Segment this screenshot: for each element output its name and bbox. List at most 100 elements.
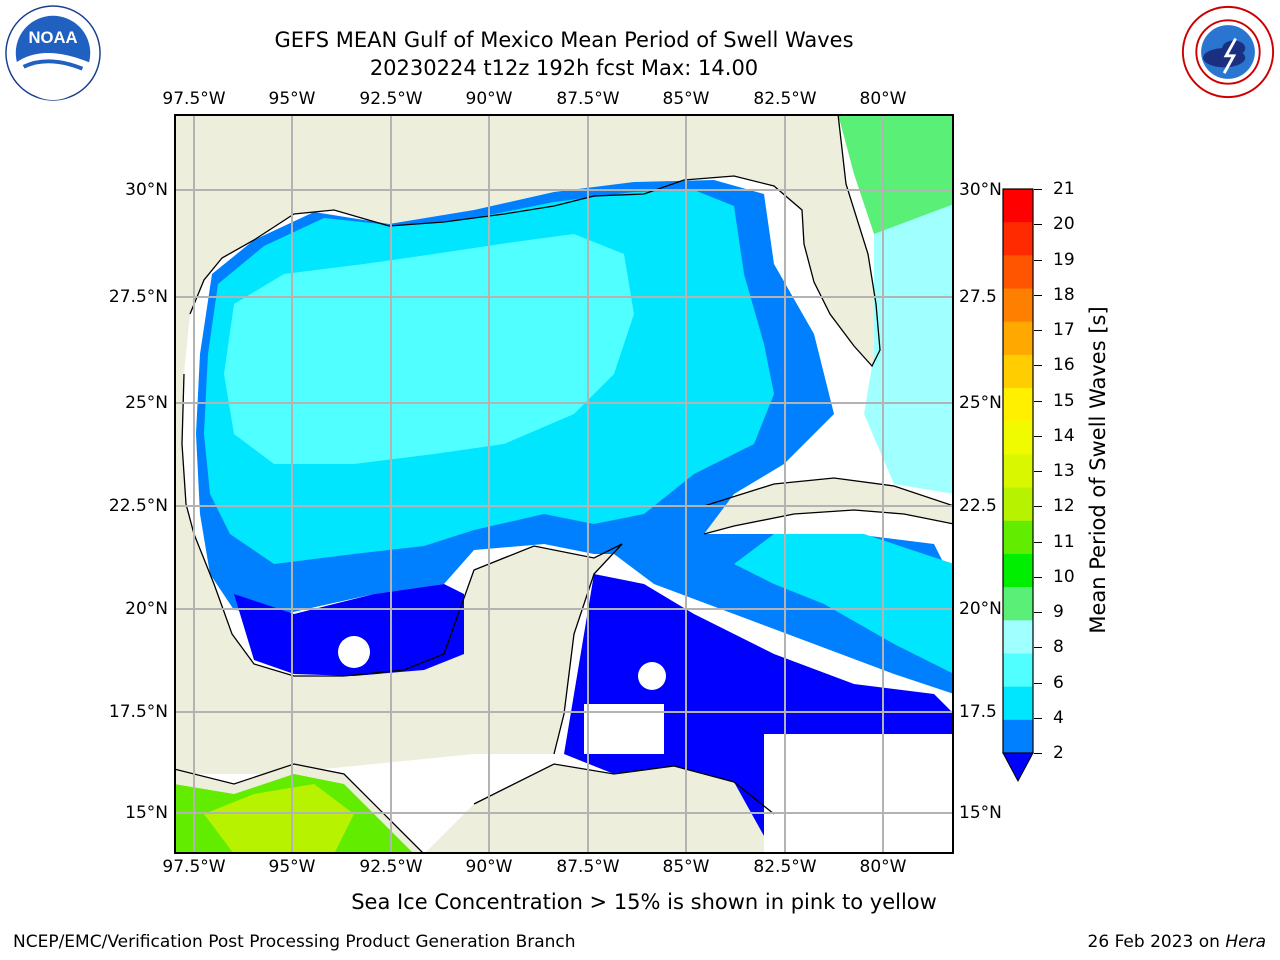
colorbar-tick [1034, 541, 1042, 543]
swell-atlantic-light [864, 204, 954, 494]
no-data-patch [638, 662, 666, 690]
noaa-logo-text: NOAA [28, 28, 77, 47]
colorbar-tick-label: 14 [1053, 425, 1075, 446]
sea-ice-note: Sea Ice Concentration > 15% is shown in … [351, 890, 937, 914]
colorbar-tick [1034, 753, 1042, 754]
colorbar-segment [1003, 388, 1033, 422]
colorbar-segment [1003, 454, 1033, 489]
colorbar-tick [1034, 647, 1042, 649]
land-florida [774, 114, 880, 366]
coastline [174, 763, 775, 854]
lon-label-bottom: 95°W [268, 857, 316, 877]
lon-label-top: 90°W [465, 89, 513, 109]
colorbar-tick-label: 12 [1053, 496, 1075, 517]
colorbar-segment [1003, 553, 1033, 588]
footer-date-text: 26 Feb 2023 on [1087, 932, 1220, 952]
lat-label-left: 15°N [125, 803, 168, 823]
coastline [703, 477, 954, 535]
map-title: GEFS MEAN Gulf of Mexico Mean Period of … [274, 28, 854, 52]
colorbar [1002, 188, 1034, 783]
colorbar-tick [1034, 506, 1042, 508]
colorbar-tick-label: 20 [1053, 214, 1075, 235]
swell-band-6-8s [224, 234, 634, 464]
swell-pacific-yellow [204, 784, 354, 854]
colorbar-tick-label: 6 [1053, 672, 1064, 693]
colorbar-segment [1003, 421, 1033, 455]
footer-credit: NCEP/EMC/Verification Post Processing Pr… [13, 932, 576, 952]
colorbar-tick-label: 10 [1053, 566, 1075, 587]
land-north-america [174, 114, 836, 774]
lon-label-top: 97.5°W [162, 89, 226, 109]
colorbar-tick [1034, 294, 1042, 296]
colorbar-segment [1003, 255, 1033, 290]
colorbar-title: Mean Period of Swell Waves [s] [1086, 306, 1110, 634]
colorbar-tick [1034, 259, 1042, 261]
colorbar-tick-label: 9 [1053, 602, 1064, 622]
footer-host: Hera [1225, 932, 1266, 952]
lat-label-right: 20°N [959, 599, 1002, 619]
colorbar-tick [1034, 400, 1042, 402]
lon-label-top: 87.5°W [556, 89, 620, 109]
colorbar-segment [1003, 520, 1033, 555]
colorbar-segment [1003, 686, 1033, 721]
colorbar-tick-label: 13 [1053, 461, 1075, 481]
colorbar-segment [1003, 321, 1033, 356]
lon-label-bottom: 80°W [859, 857, 907, 877]
colorbar-tick [1034, 224, 1042, 226]
colorbar-tick [1034, 189, 1042, 190]
colorbar-segment [1003, 354, 1033, 389]
colorbar-tick-label: 19 [1053, 249, 1075, 270]
lat-label-left: 22.5°N [108, 496, 168, 516]
colorbar-segment [1003, 288, 1033, 323]
colorbar-segment [1003, 189, 1033, 223]
lat-label-left: 20°N [125, 599, 168, 619]
colorbar-tick [1034, 612, 1042, 613]
lat-label-left: 17.5°N [108, 702, 168, 722]
colorbar-segment [1003, 653, 1033, 688]
colorbar-tick-label: 21 [1053, 179, 1075, 199]
colorbar-tick-label: 17 [1053, 320, 1075, 340]
lon-label-top: 92.5°W [359, 89, 423, 109]
lon-label-bottom: 92.5°W [359, 857, 423, 877]
colorbar-border [1002, 188, 1034, 754]
colorbar-tick [1034, 365, 1042, 367]
colorbar-tick-label: 8 [1053, 637, 1064, 658]
lon-label-bottom: 85°W [662, 857, 710, 877]
map-border [174, 114, 954, 854]
lat-label-right: 15°N [959, 803, 1002, 823]
colorbar-tick [1034, 682, 1042, 684]
lon-label-bottom: 90°W [465, 857, 513, 877]
no-data-patch [764, 734, 954, 854]
colorbar-tick-label: 4 [1053, 707, 1064, 728]
colorbar-tick-label: 18 [1053, 284, 1075, 305]
coastline [189, 114, 881, 368]
colorbar-tick [1034, 576, 1042, 578]
colorbar-segment [1003, 719, 1033, 754]
noaa-logo: NOAA [5, 5, 101, 101]
colorbar-segment [1003, 222, 1033, 256]
colorbar-segment [1003, 587, 1033, 621]
lat-label-left: 25°N [125, 393, 168, 413]
lat-label-left: 27.5°N [108, 287, 168, 307]
colorbar-extend-triangle [1002, 752, 1034, 783]
lat-label-right: 27.5 [959, 287, 997, 307]
lon-label-top: 85°W [662, 89, 710, 109]
footer-date: 26 Feb 2023 on Hera [1088, 932, 1266, 952]
lon-label-bottom: 97.5°W [162, 857, 226, 877]
map-subtitle: 20230224 t12z 192h fcst Max: 14.00 [369, 56, 759, 80]
colorbar-tick [1034, 471, 1042, 472]
colorbar-tick-label: 15 [1053, 390, 1075, 411]
lon-label-top: 95°W [268, 89, 316, 109]
nws-logo [1181, 5, 1275, 99]
lon-label-bottom: 82.5°W [753, 857, 817, 877]
lon-label-top: 80°W [859, 89, 907, 109]
no-data-patch [338, 636, 370, 668]
colorbar-tick [1034, 717, 1042, 719]
lat-label-left: 30°N [125, 180, 168, 200]
swell-caribbean-4-6s [734, 534, 954, 674]
colorbar-tick [1034, 330, 1042, 331]
swell-period-map [174, 114, 954, 854]
lat-label-right: 22.5 [959, 496, 997, 516]
colorbar-tick [1034, 435, 1042, 437]
colorbar-tick-label: 2 [1053, 743, 1064, 763]
